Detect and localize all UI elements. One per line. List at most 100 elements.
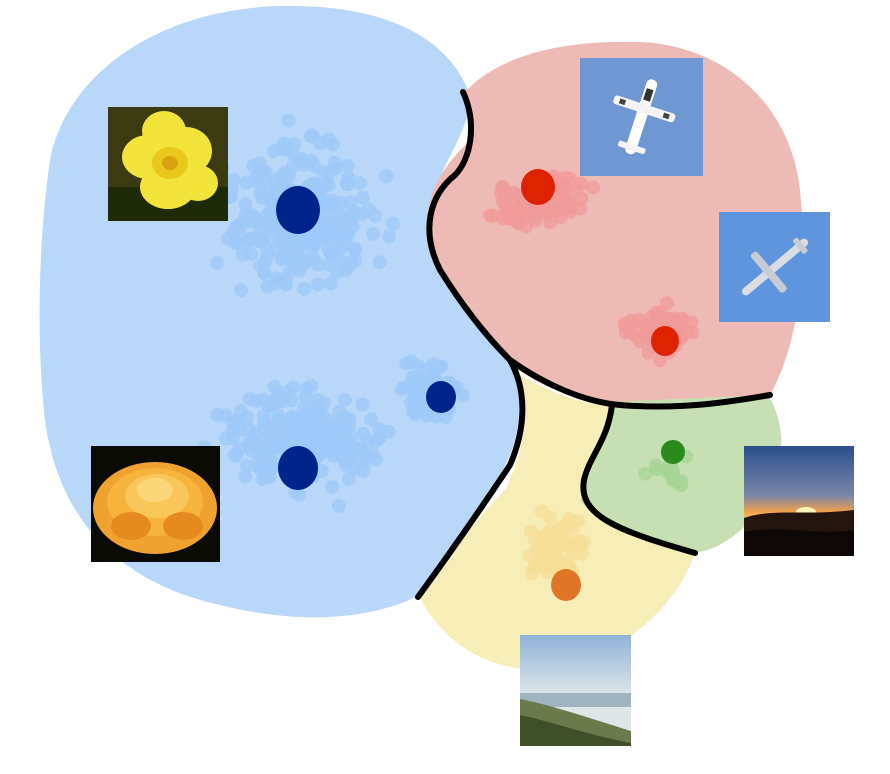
point	[546, 202, 561, 217]
point	[310, 277, 325, 292]
point	[320, 176, 335, 191]
centroid-flowers-2	[278, 446, 318, 490]
point	[527, 560, 542, 575]
point	[299, 382, 314, 396]
point	[279, 277, 294, 292]
point	[337, 451, 352, 466]
point	[284, 433, 299, 448]
point	[311, 434, 326, 449]
point	[485, 208, 500, 223]
point	[540, 565, 555, 580]
point	[293, 153, 308, 168]
airplane-2-image	[719, 212, 830, 322]
point	[563, 204, 578, 219]
point	[571, 513, 585, 528]
point	[641, 345, 656, 360]
point	[244, 247, 259, 262]
point	[229, 219, 244, 234]
airplane-1-image	[580, 58, 703, 176]
point	[305, 400, 320, 415]
point	[412, 390, 427, 405]
point	[267, 396, 282, 411]
point	[293, 249, 308, 264]
point	[652, 353, 667, 368]
landscape-points	[522, 504, 591, 587]
point	[379, 169, 394, 184]
point	[319, 195, 334, 209]
decision-boundaries	[415, 89, 773, 600]
point	[534, 504, 549, 519]
point	[558, 193, 573, 208]
point	[665, 463, 680, 478]
point	[240, 459, 255, 473]
point	[543, 215, 558, 230]
point	[324, 246, 339, 261]
point	[366, 227, 381, 242]
point	[456, 388, 471, 403]
point	[660, 296, 675, 311]
point	[340, 158, 355, 173]
point	[246, 158, 261, 173]
centroid-landscape	[551, 569, 581, 601]
region-sunset	[580, 395, 782, 553]
point	[426, 357, 441, 372]
point	[524, 524, 539, 539]
point	[355, 190, 370, 205]
point	[259, 238, 273, 253]
point	[618, 325, 633, 340]
point	[495, 180, 510, 195]
point	[674, 313, 689, 328]
point	[369, 434, 383, 449]
point	[382, 229, 397, 244]
point	[322, 257, 337, 272]
point	[540, 530, 555, 545]
sunset-image	[744, 446, 854, 556]
centroid-airplanes-2	[651, 326, 679, 356]
point	[347, 204, 362, 219]
centroid-flowers-3	[426, 381, 456, 413]
point	[258, 210, 273, 224]
boundary-landscape-sunset	[580, 402, 698, 556]
point	[316, 421, 331, 436]
point	[649, 462, 664, 477]
point	[210, 407, 225, 422]
point	[260, 279, 275, 294]
point	[386, 216, 400, 231]
point	[244, 443, 259, 458]
centroids	[276, 169, 685, 601]
point	[238, 197, 253, 211]
centroid-flowers-1	[276, 186, 320, 234]
point	[287, 411, 302, 425]
point	[403, 377, 418, 392]
landscape-image	[520, 635, 631, 746]
point	[638, 466, 653, 481]
boundary-flowers-airplanes	[415, 89, 526, 600]
point	[281, 113, 296, 128]
point	[287, 137, 302, 151]
point	[269, 426, 284, 441]
region-airplanes	[427, 41, 803, 409]
point	[279, 233, 294, 248]
point	[315, 409, 330, 424]
point	[292, 263, 307, 278]
point	[314, 464, 329, 478]
point	[306, 238, 321, 253]
point	[564, 548, 579, 563]
point	[226, 172, 241, 187]
point	[331, 498, 346, 513]
point	[313, 136, 328, 150]
point	[501, 211, 516, 226]
point	[332, 404, 347, 419]
point	[238, 469, 253, 484]
point	[256, 449, 271, 463]
point	[297, 282, 312, 296]
point	[244, 231, 259, 246]
point	[302, 412, 317, 427]
point	[249, 394, 264, 408]
point	[328, 160, 343, 175]
point	[355, 397, 370, 412]
point	[557, 522, 572, 537]
centroid-airplanes-1	[521, 169, 555, 205]
marigold-image	[91, 446, 220, 562]
